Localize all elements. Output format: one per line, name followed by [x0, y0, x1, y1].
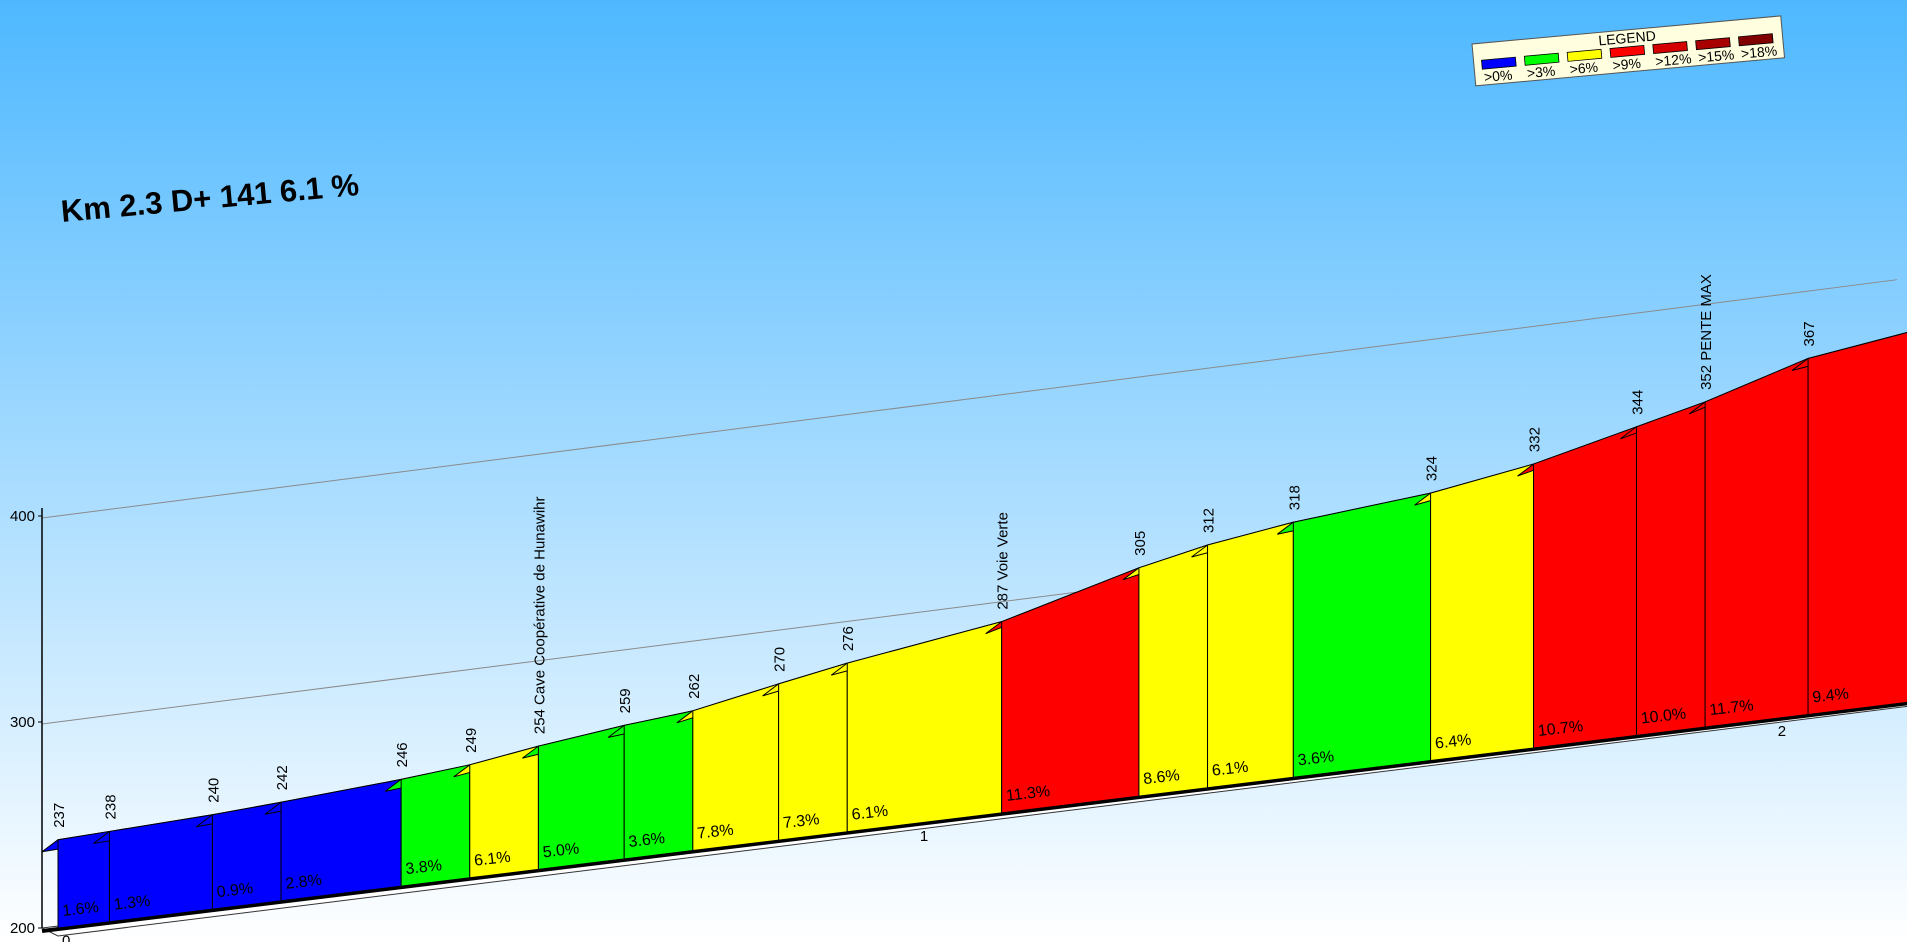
segment-face	[1533, 426, 1637, 749]
altitude-label: 262	[686, 674, 703, 699]
altitude-label: 254 Cave Coopérative de Hunawihr	[531, 496, 548, 734]
altitude-label: 374	[1904, 294, 1907, 319]
y-tick-label: 200	[10, 920, 35, 937]
legend-label: >12%	[1655, 50, 1693, 69]
grade-label: 11.7%	[1709, 697, 1755, 719]
x-axis-ticks: 0 1 2	[62, 723, 1786, 942]
grade-label: 8.6%	[1142, 767, 1180, 788]
altitude-label: 237	[51, 803, 68, 828]
altitude-label: 242	[274, 765, 291, 790]
segment-face	[1635, 401, 1706, 736]
grade-label: 3.6%	[1297, 748, 1335, 769]
profile-segments	[41, 332, 1907, 929]
grade-label: 1.3%	[113, 893, 151, 914]
legend-label: >6%	[1569, 59, 1599, 78]
legend-swatch	[1523, 52, 1560, 66]
legend-swatch	[1652, 41, 1688, 55]
grade-label: 3.8%	[405, 857, 443, 878]
y-tick-label: 400	[10, 508, 35, 525]
grade-label: 6.1%	[473, 849, 511, 870]
altitude-label: 312	[1201, 508, 1218, 533]
grade-labels: 1.6% 1.3% 0.9% 2.8% 3.8% 6.1% 5.0% 3.6% 7.8% 7.3%…	[62, 685, 1850, 920]
grade-label: 10.7%	[1537, 718, 1584, 740]
y-axis: 200 300 400	[10, 508, 43, 937]
y-tick-label: 300	[10, 714, 35, 731]
altitude-label: 318	[1286, 485, 1303, 510]
legend-swatch	[1566, 48, 1603, 62]
legend-label: >9%	[1612, 55, 1642, 74]
altitude-label: 324	[1424, 456, 1441, 481]
altitude-label: 352 PENTE MAX	[1698, 274, 1715, 390]
segment-face	[1138, 544, 1209, 797]
grade-label: 11.3%	[1005, 783, 1051, 805]
grade-label: 1.6%	[62, 899, 100, 920]
altitude-label: 246	[394, 742, 411, 767]
x-tick-label: 0	[62, 933, 70, 942]
grade-label: 0.9%	[216, 880, 254, 901]
altitude-label: 344	[1629, 390, 1646, 415]
legend-label: >3%	[1526, 63, 1556, 82]
grade-label: 2.8%	[285, 872, 323, 893]
grade-label: 6.4%	[1434, 732, 1472, 753]
altitude-label: 238	[102, 794, 119, 819]
x-tick-label: 2	[1778, 723, 1786, 740]
grade-label: 9.4%	[1812, 685, 1850, 706]
legend-swatch	[1609, 44, 1646, 58]
grade-label: 7.3%	[782, 811, 820, 832]
grade-label: 3.6%	[628, 830, 666, 851]
segment-face	[1704, 357, 1809, 728]
legend-swatch	[1695, 37, 1731, 51]
altitude-label: 367	[1801, 321, 1818, 346]
legend: LEGEND >0% >3% >6% >9% >12% >15% >18%	[1471, 15, 1786, 87]
grade-label: 6.1%	[851, 803, 889, 824]
legend-title: LEGEND	[1598, 27, 1657, 48]
segment-face	[1807, 332, 1907, 716]
grid-line	[41, 279, 1898, 519]
altitude-label: 276	[840, 626, 857, 651]
ground-edge	[41, 701, 1907, 933]
altitude-label: 259	[617, 688, 634, 713]
altitude-label: 249	[463, 728, 480, 753]
legend-label: >0%	[1483, 67, 1513, 86]
altitude-labels: 237 238 240 242 246 249 254 Cave Coopérative d…	[51, 274, 1907, 828]
grade-label: 5.0%	[542, 840, 580, 861]
segment-face	[1292, 492, 1432, 778]
altitude-label: 270	[772, 647, 789, 672]
segment-face	[1207, 521, 1294, 789]
altitude-label: 240	[205, 778, 222, 803]
legend-label: >15%	[1697, 46, 1735, 65]
grade-label: 10.0%	[1640, 705, 1687, 727]
grade-label: 6.1%	[1211, 759, 1249, 780]
altitude-label: 305	[1132, 531, 1149, 556]
grade-label: 7.8%	[696, 822, 734, 843]
x-tick-label: 1	[920, 828, 928, 845]
legend-swatch	[1481, 56, 1517, 70]
altitude-label: 287 Voie Verte	[995, 512, 1012, 610]
legend-label: >18%	[1740, 42, 1778, 61]
segment-face	[1430, 463, 1535, 762]
altitude-label: 332	[1527, 427, 1544, 452]
legend-swatch	[1738, 33, 1774, 47]
